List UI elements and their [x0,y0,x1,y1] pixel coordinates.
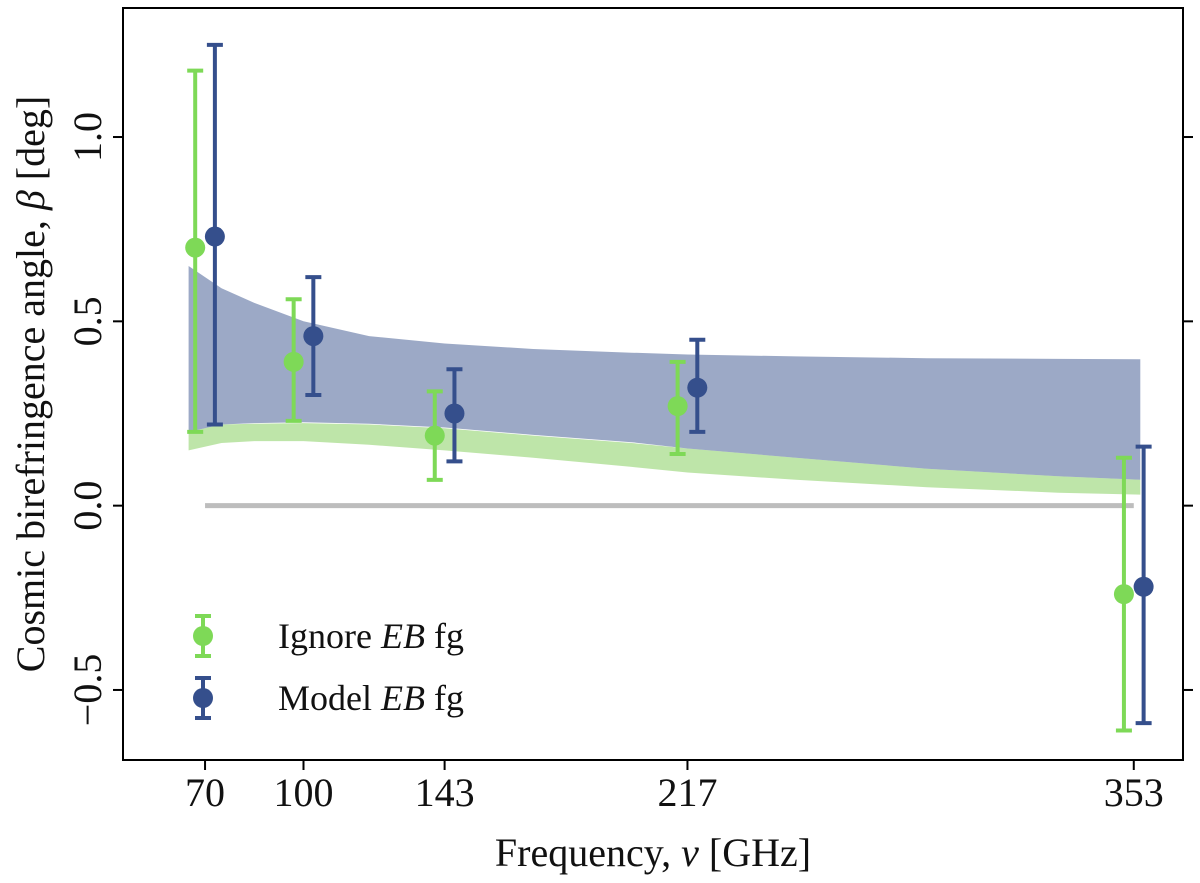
marker-model-3 [687,377,708,398]
band-model [188,266,1141,480]
x-tick-label-70: 70 [185,770,225,815]
legend-ignore-label: Ignore EB fg [278,616,464,656]
plot-frame [122,7,1184,761]
point-ignore-2 [424,389,445,482]
x-tick-label-100: 100 [273,770,333,815]
x-tick-label-353: 353 [1104,770,1164,815]
point-model-4 [1133,444,1154,726]
point-ignore-4 [1113,455,1134,733]
point-ignore-3 [667,359,688,457]
y-tick-label-0: −0.5 [65,654,110,727]
point-model-2 [444,367,465,464]
point-model-1 [303,275,324,398]
legend-model-label: Model EB fg [278,678,464,718]
legend-ignore-marker [193,626,213,646]
point-ignore-0 [185,68,206,434]
marker-model-0 [204,226,225,247]
ticks-layer: 70 100 143 217 353 −0.5 0.0 0.5 1.0 [65,112,1193,815]
y-tick-label-1: 0.0 [65,481,110,531]
y-tick-label-3: 1.0 [65,112,110,162]
point-model-0 [204,42,225,427]
marker-ignore-1 [283,351,304,372]
y-axis-label: Cosmic birefringence angle, β [deg] [8,96,53,672]
y-tick-label-2: 0.5 [65,296,110,346]
legend-item-ignore: Ignore EB fg [193,614,464,658]
marker-ignore-0 [185,237,206,258]
point-model-3 [687,337,708,434]
x-axis-label: Frequency, ν [GHz] [495,830,811,875]
x-tick-label-143: 143 [415,770,475,815]
x-tick-label-217: 217 [657,770,717,815]
marker-ignore-2 [424,425,445,446]
errorbars-layer [185,42,1154,733]
marker-ignore-4 [1113,584,1134,605]
legend-item-model: Model EB fg [193,676,464,720]
marker-model-2 [444,403,465,424]
marker-model-4 [1133,576,1154,597]
legend-model-marker [193,688,213,708]
marker-model-1 [303,326,324,347]
point-ignore-1 [283,297,304,423]
legend: Ignore EB fg Model EB fg [193,614,464,720]
marker-ignore-3 [667,396,688,417]
